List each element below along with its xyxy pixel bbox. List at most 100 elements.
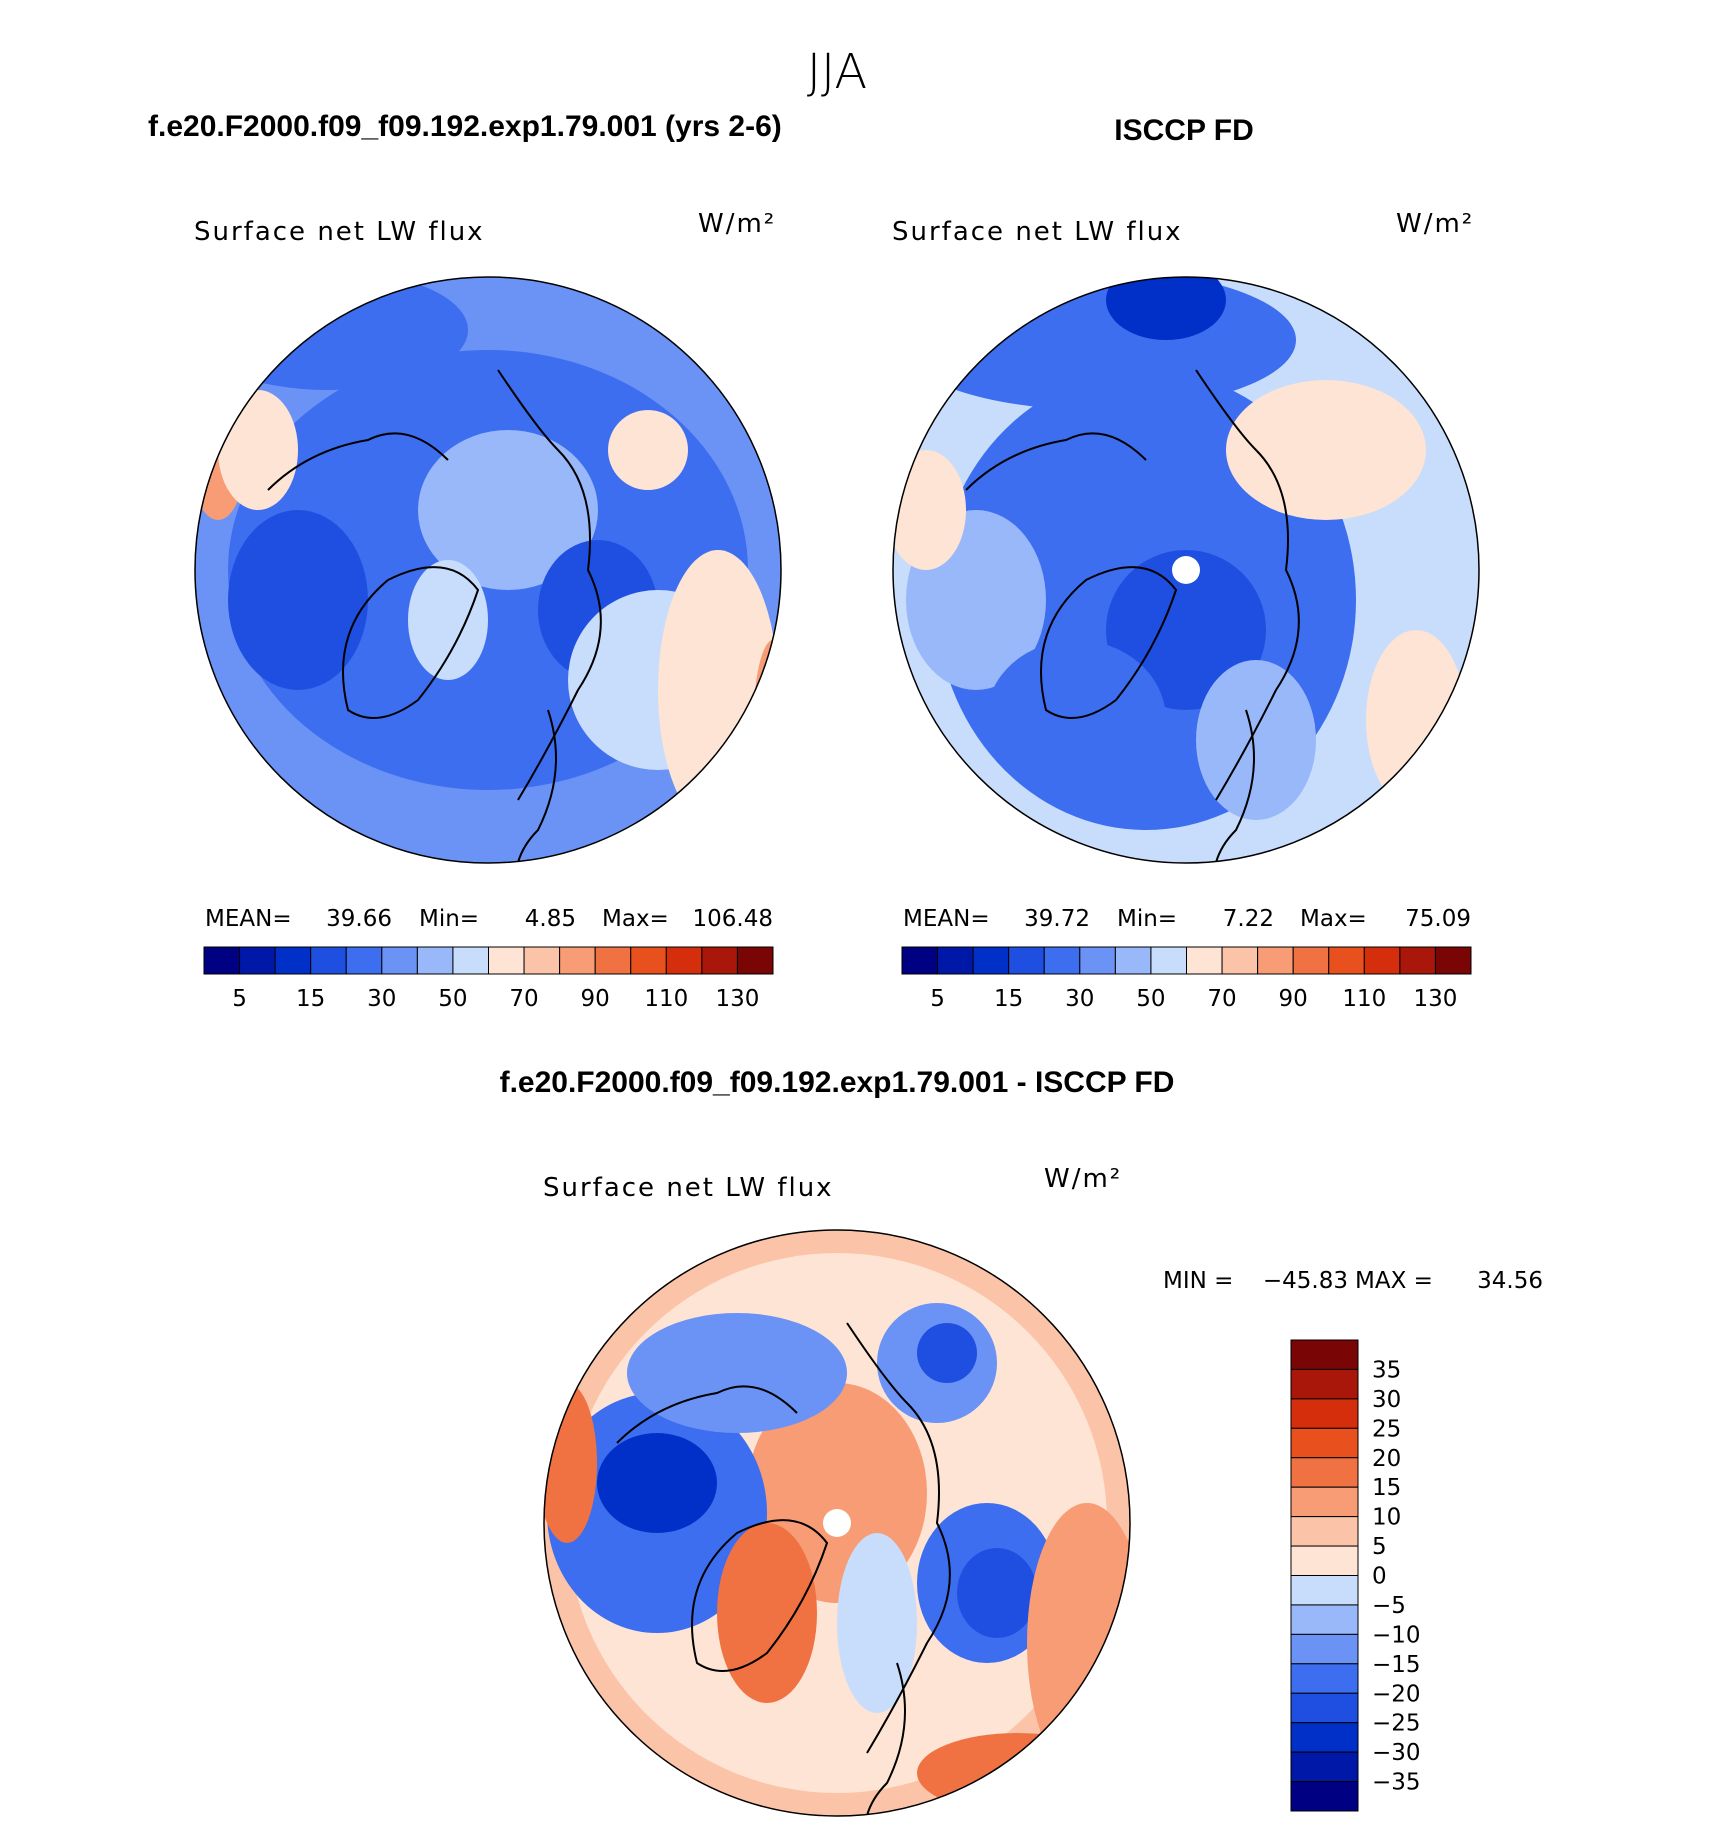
- panel-title: f.e20.F2000.f09_f09.192.exp1.79.001 - IS…: [500, 1066, 1175, 1099]
- colorbar-box: [203, 946, 241, 975]
- colorbar-box: [1290, 1368, 1359, 1400]
- colorbar-label: 130: [715, 986, 759, 1012]
- map-field: [1196, 660, 1316, 820]
- colorbar-box: [1043, 946, 1081, 975]
- panel-title: f.e20.F2000.f09_f09.192.exp1.79.001 (yrs…: [148, 110, 782, 143]
- colorbar-box: [1399, 946, 1436, 975]
- panel-title: ISCCP FD: [1114, 114, 1253, 147]
- colorbar-box: [1290, 1781, 1359, 1812]
- colorbar-label: 90: [1279, 986, 1308, 1012]
- colorbar-box: [665, 946, 703, 975]
- stat-text: MAX =: [1355, 1268, 1433, 1294]
- coastline: [616, 1322, 951, 1816]
- colorbar-box: [345, 946, 383, 975]
- colorbar-label: 30: [1372, 1387, 1401, 1413]
- colorbar-box: [1290, 1663, 1359, 1694]
- colorbar-box: [594, 946, 632, 975]
- map-field: [1106, 277, 1226, 340]
- units-label: W/m²: [1396, 209, 1474, 239]
- colorbar-box: [1221, 946, 1259, 975]
- map-field: [1226, 380, 1426, 520]
- stat-text: 4.85: [525, 906, 576, 932]
- colorbar-box: [1186, 946, 1223, 975]
- colorbar-label: 15: [994, 986, 1023, 1012]
- variable-label: Surface net LW flux: [194, 217, 485, 247]
- stat-text: −45.83: [1263, 1268, 1348, 1294]
- colorbar-box: [523, 946, 561, 975]
- map-field: [195, 277, 468, 390]
- colorbar-box: [1079, 946, 1116, 975]
- coastline: [267, 369, 602, 863]
- figure-title: JJA: [807, 44, 867, 100]
- colorbar-box: [452, 946, 489, 975]
- colorbar-box: [1150, 946, 1187, 975]
- map-field: [893, 450, 966, 570]
- colorbar-box: [1290, 1457, 1359, 1488]
- colorbar-label: −25: [1372, 1711, 1421, 1737]
- colorbar-box: [701, 946, 738, 975]
- colorbar-box: [1363, 946, 1401, 975]
- map-field: [544, 1383, 597, 1543]
- colorbar-label: 15: [1372, 1475, 1401, 1501]
- colorbar-label: −15: [1372, 1652, 1421, 1678]
- colorbar-box: [1008, 946, 1045, 975]
- map-field: [917, 1323, 977, 1383]
- colorbar-box: [1290, 1398, 1359, 1429]
- map-field: [597, 1433, 717, 1533]
- map-field: [753, 640, 781, 820]
- colorbar-box: [1290, 1633, 1359, 1665]
- colorbar-box: [559, 946, 596, 975]
- stat-text: Max=: [602, 906, 669, 932]
- map-field: [917, 1733, 1117, 1813]
- colorbar-label: 5: [232, 986, 247, 1012]
- pole-mask: [823, 1509, 851, 1537]
- colorbar-box: [1257, 946, 1294, 975]
- colorbar-box: [416, 946, 454, 975]
- colorbar-box: [1290, 1575, 1359, 1606]
- colorbar-label: 30: [1065, 986, 1094, 1012]
- map-field: [218, 390, 298, 510]
- colorbar-label: 5: [930, 986, 945, 1012]
- colorbar-label: 70: [509, 986, 538, 1012]
- units-label: W/m²: [698, 209, 776, 239]
- map-field: [418, 430, 598, 590]
- colorbar-box: [1290, 1516, 1359, 1547]
- stat-text: 106.48: [693, 906, 773, 932]
- colorbar-box: [381, 946, 418, 975]
- colorbar-label: 90: [581, 986, 610, 1012]
- units-label: W/m²: [1044, 1164, 1122, 1194]
- colorbar-box: [488, 946, 525, 975]
- colorbar-box: [1290, 1722, 1359, 1753]
- map-field: [608, 410, 688, 490]
- colorbar-box: [1290, 1339, 1359, 1370]
- map-field: [408, 560, 488, 680]
- map-border: [892, 276, 1480, 864]
- stat-text: MEAN=: [205, 906, 292, 932]
- pole-mask: [1172, 556, 1200, 584]
- colorbar-box: [1290, 1427, 1359, 1459]
- colorbar-box: [1290, 1604, 1359, 1635]
- colorbar-label: 35: [1372, 1357, 1401, 1383]
- map-field: [627, 1313, 847, 1433]
- colorbar-label: 130: [1413, 986, 1457, 1012]
- map-field: [1366, 630, 1466, 810]
- map-border: [194, 276, 782, 864]
- colorbar-box: [1292, 946, 1330, 975]
- colorbar-label: 50: [438, 986, 467, 1012]
- map-field: [957, 1548, 1037, 1638]
- stat-text: MIN =: [1163, 1268, 1233, 1294]
- map-field: [837, 1533, 917, 1713]
- stat-text: MEAN=: [903, 906, 990, 932]
- colorbar-label: 25: [1372, 1416, 1401, 1442]
- map-field: [228, 510, 368, 690]
- colorbar-box: [239, 946, 276, 975]
- stat-text: Min=: [1117, 906, 1177, 932]
- colorbar-box: [1434, 946, 1472, 975]
- colorbar-label: 110: [644, 986, 688, 1012]
- colorbar-box: [310, 946, 347, 975]
- stat-text: Max=: [1300, 906, 1367, 932]
- stat-text: 39.72: [1024, 906, 1090, 932]
- colorbar-label: −10: [1372, 1622, 1421, 1648]
- colorbar-label: 50: [1136, 986, 1165, 1012]
